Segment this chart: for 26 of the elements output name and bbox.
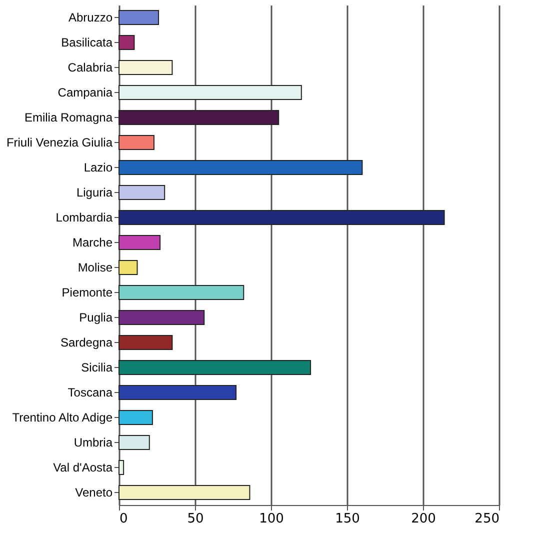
y-tick-label: Trentino Alto Adige [12,410,113,424]
y-tick-label: Lazio [84,160,113,174]
x-tick-label: 250 [474,512,500,526]
x-tick-label: 50 [187,512,204,526]
x-tick-label: 200 [411,512,436,526]
y-tick-label: Val d'Aosta [53,460,113,474]
y-tick-label: Campania [58,86,113,100]
y-tick-label: Friuli Venezia Giulia [6,136,113,150]
y-tick-label: Veneto [75,486,113,500]
y-tick-label: Molise [78,260,113,274]
y-tick-label: Puglia [79,310,113,324]
y-tick-label: Toscana [68,386,113,400]
y-tick-label: Abruzzo [68,10,113,24]
y-tick-label: Sicilia [81,360,113,374]
y-tick-label: Lombardia [56,210,113,224]
x-tick-label: 100 [259,512,284,526]
x-tick-label: 0 [120,512,128,526]
y-tick-label: Marche [72,236,113,250]
y-tick-label: Basilicata [61,36,113,50]
y-tick-label: Liguria [76,186,113,200]
y-tick-label: Piemonte [62,286,113,300]
y-tick-label: Calabria [68,60,113,74]
y-tick-label: Sardegna [60,336,113,350]
y-tick-label: Umbria [74,436,113,450]
x-tick-label: 150 [335,512,360,526]
y-tick-label: Emilia Romagna [24,110,113,124]
